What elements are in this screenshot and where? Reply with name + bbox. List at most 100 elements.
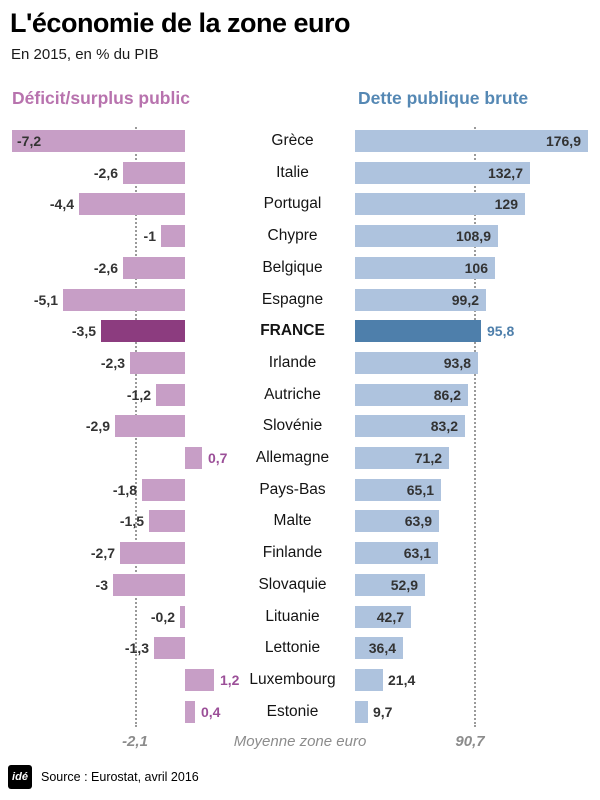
deficit-bar xyxy=(79,193,185,215)
debt-value: 9,7 xyxy=(373,704,393,720)
debt-value: 108,9 xyxy=(455,228,491,244)
country-label: Luxembourg xyxy=(249,671,336,688)
country-label: Malte xyxy=(273,512,312,529)
deficit-value: 0,7 xyxy=(208,450,228,466)
country-label: Irlande xyxy=(268,354,317,371)
debt-value: 176,9 xyxy=(545,133,581,149)
debt-value: 65,1 xyxy=(406,482,434,498)
debt-value: 63,9 xyxy=(404,513,432,529)
country-label: Lettonie xyxy=(264,639,321,656)
chart-row: -1,2 Autriche 86,2 xyxy=(0,381,600,411)
chart-row: -2,9 Slovénie 83,2 xyxy=(0,412,600,442)
deficit-bar xyxy=(101,320,185,342)
deficit-bar xyxy=(123,257,185,279)
chart-row: -5,1 Espagne 99,2 xyxy=(0,286,600,316)
deficit-bar xyxy=(123,162,185,184)
chart-row: -3,5 FRANCE 95,8 xyxy=(0,317,600,347)
deficit-bar xyxy=(156,384,185,406)
page-title: L'économie de la zone euro xyxy=(10,8,351,38)
deficit-value: -3,5 xyxy=(71,323,96,339)
chart-row: -1,8 Pays-Bas 65,1 xyxy=(0,476,600,506)
debt-bar xyxy=(355,574,425,596)
debt-bar xyxy=(355,384,468,406)
debt-value: 52,9 xyxy=(390,577,418,593)
deficit-value: -2,3 xyxy=(100,355,125,371)
deficit-bar xyxy=(142,479,185,501)
country-label: Allemagne xyxy=(255,449,330,466)
deficit-value: -1,2 xyxy=(126,387,151,403)
debt-bar xyxy=(355,415,465,437)
debt-bar xyxy=(355,289,486,311)
deficit-bar xyxy=(154,637,185,659)
debt-bar xyxy=(355,162,530,184)
debt-bar xyxy=(355,320,481,342)
chart-row: -1,5 Malte 63,9 xyxy=(0,507,600,537)
debt-column-header: Dette publique brute xyxy=(358,88,529,108)
debt-bar xyxy=(355,637,403,659)
deficit-value: -1,5 xyxy=(119,513,144,529)
deficit-value: -3 xyxy=(95,577,108,593)
debt-bar xyxy=(355,701,368,723)
deficit-bar xyxy=(185,701,195,723)
debt-value: 93,8 xyxy=(443,355,471,371)
debt-average-line xyxy=(474,127,476,727)
deficit-bar xyxy=(113,574,185,596)
deficit-average-value: -2,1 xyxy=(122,733,148,750)
chart-row: -1 Chypre 108,9 xyxy=(0,222,600,252)
debt-bar xyxy=(355,510,439,532)
country-label: Estonie xyxy=(266,703,319,720)
deficit-bar xyxy=(149,510,185,532)
deficit-value: -1 xyxy=(143,228,156,244)
debt-value: 99,2 xyxy=(451,292,479,308)
chart-row: -3 Slovaquie 52,9 xyxy=(0,571,600,601)
chart-area: -7,2 Grèce 176,9 -2,6 Italie 132,7 -4,4 Portuga… xyxy=(0,127,600,787)
debt-bar xyxy=(355,225,498,247)
debt-bar xyxy=(355,542,438,564)
debt-value: 36,4 xyxy=(368,640,396,656)
country-label: FRANCE xyxy=(260,322,325,339)
country-label: Espagne xyxy=(261,291,324,308)
debt-value: 129 xyxy=(494,196,518,212)
footer: idé Source : Eurostat, avril 2016 xyxy=(8,764,199,790)
deficit-value: -2,9 xyxy=(85,418,110,434)
deficit-bar xyxy=(185,669,214,691)
country-label: Chypre xyxy=(267,227,318,244)
deficit-bar xyxy=(130,352,185,374)
chart-row: -2,6 Belgique 106 xyxy=(0,254,600,284)
debt-bar xyxy=(355,606,411,628)
deficit-value: -2,6 xyxy=(93,165,118,181)
chart-row: -2,6 Italie 132,7 xyxy=(0,159,600,189)
chart-rows: -7,2 Grèce 176,9 -2,6 Italie 132,7 -4,4 Portuga… xyxy=(0,127,600,727)
deficit-value: -5,1 xyxy=(33,292,58,308)
deficit-value: 1,2 xyxy=(220,672,240,688)
country-label: Grèce xyxy=(271,132,314,149)
deficit-bar xyxy=(115,415,185,437)
deficit-value: -2,6 xyxy=(93,260,118,276)
chart-row: -1,3 Lettonie 36,4 xyxy=(0,634,600,664)
chart-row: 0,4 Estonie 9,7 xyxy=(0,698,600,728)
country-label: Italie xyxy=(276,164,309,181)
debt-value: 21,4 xyxy=(388,672,416,688)
deficit-value: -2,7 xyxy=(90,545,115,561)
debt-value: 86,2 xyxy=(433,387,461,403)
page-subtitle: En 2015, en % du PIB xyxy=(11,46,159,63)
deficit-value: -1,8 xyxy=(112,482,137,498)
country-label: Lituanie xyxy=(265,608,320,625)
deficit-bar xyxy=(63,289,185,311)
ide-logo: idé xyxy=(8,765,32,789)
debt-value: 71,2 xyxy=(414,450,442,466)
deficit-bar xyxy=(180,606,185,628)
chart-row: -2,3 Irlande 93,8 xyxy=(0,349,600,379)
deficit-value: -4,4 xyxy=(49,196,74,212)
chart-row: -7,2 Grèce 176,9 xyxy=(0,127,600,157)
debt-bar xyxy=(355,193,525,215)
deficit-value: -7,2 xyxy=(17,133,42,149)
deficit-bar xyxy=(161,225,185,247)
debt-bar xyxy=(355,479,441,501)
chart-row: -2,7 Finlande 63,1 xyxy=(0,539,600,569)
average-label: Moyenne zone euro xyxy=(233,733,367,750)
country-label: Slovaquie xyxy=(258,576,327,593)
chart-row: 0,7 Allemagne 71,2 xyxy=(0,444,600,474)
debt-bar xyxy=(355,257,495,279)
